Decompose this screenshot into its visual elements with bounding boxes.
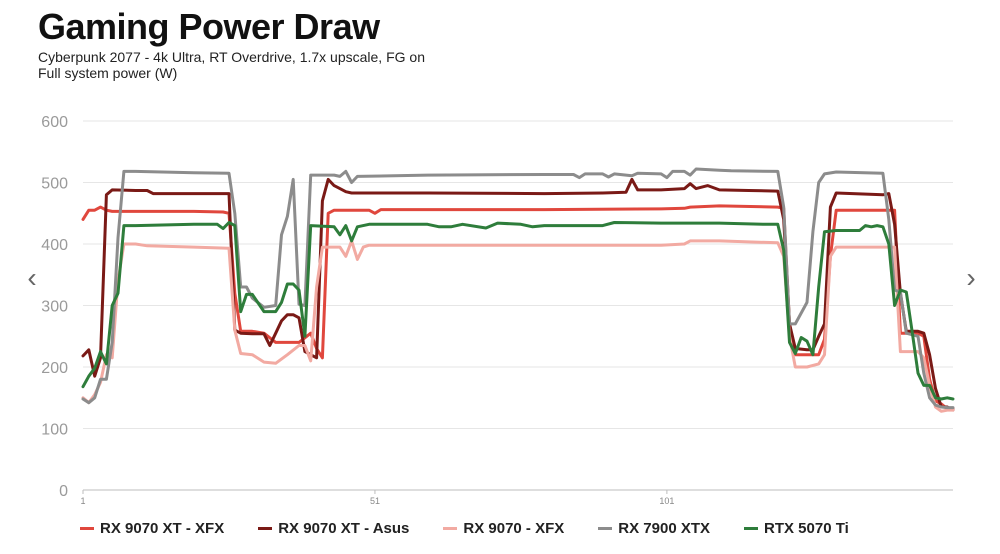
series-line-4 — [81, 167, 955, 410]
y-tick-label: 0 — [59, 483, 68, 500]
x-tick-label: 101 — [659, 496, 674, 506]
x-tick-label: 1 — [80, 496, 85, 506]
y-tick-label: 300 — [41, 299, 68, 316]
y-tick-label: 400 — [41, 237, 68, 254]
series-line-1 — [81, 204, 955, 411]
legend-item-1[interactable]: RX 9070 XT - XFX — [80, 520, 224, 537]
chart-legend: RX 9070 XT - XFX RX 9070 XT - Asus RX 9070… — [80, 515, 883, 541]
y-tick-label: 500 — [41, 176, 68, 193]
legend-label: RX 9070 XT - Asus — [278, 519, 410, 537]
legend-item-4[interactable]: RX 7900 XTX — [598, 520, 710, 537]
legend-label: RTX 5070 Ti — [764, 519, 849, 537]
y-tick-label: 100 — [41, 422, 68, 439]
legend-item-2[interactable]: RX 9070 XT - Asus — [258, 520, 409, 537]
legend-item-5[interactable]: RTX 5070 Ti — [744, 520, 849, 537]
legend-label: RX 9070 - XFX — [463, 519, 565, 537]
chevron-right-icon[interactable]: › — [966, 262, 976, 293]
legend-label: RX 9070 XT - XFX — [100, 519, 225, 537]
legend-label: RX 7900 XTX — [618, 519, 710, 537]
chart-subtitle: Cyberpunk 2077 - 4k Ultra, RT Overdrive,… — [38, 49, 425, 81]
series-line-3 — [81, 239, 955, 413]
chevron-left-icon[interactable]: ‹ — [27, 262, 37, 293]
series-line-2 — [81, 177, 955, 412]
subtitle-line-1: Cyberpunk 2077 - 4k Ultra, RT Overdrive,… — [38, 49, 425, 65]
series-line-5 — [81, 221, 955, 401]
x-tick-label: 51 — [370, 496, 380, 506]
legend-item-3[interactable]: RX 9070 - XFX — [443, 520, 564, 537]
y-tick-label: 200 — [41, 360, 68, 377]
legend-swatch — [80, 526, 94, 530]
y-tick-label: 600 — [41, 114, 68, 131]
chart-title: Gaming Power Draw — [38, 6, 380, 47]
legend-swatch — [443, 526, 458, 530]
legend-swatch — [598, 526, 613, 530]
legend-swatch — [744, 526, 758, 530]
y-axis-label: Full system power (W) — [38, 65, 178, 81]
legend-swatch — [258, 526, 273, 530]
